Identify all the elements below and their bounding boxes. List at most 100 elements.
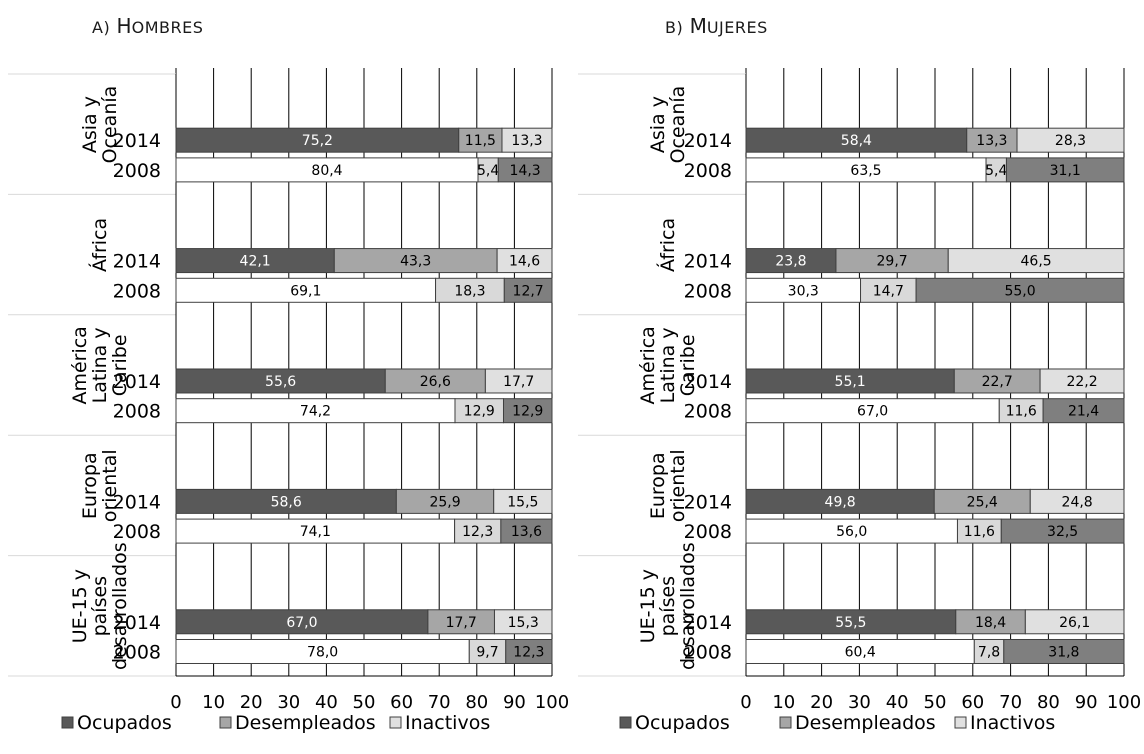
group-label: América	[637, 326, 659, 404]
data-label: 21,4	[1068, 404, 1099, 420]
data-label: 17,7	[446, 615, 477, 631]
data-label: 46,5	[1021, 254, 1052, 270]
data-label: 18,4	[975, 615, 1006, 631]
x-tick-label: 100	[535, 692, 569, 713]
data-label: 60,4	[845, 644, 876, 660]
bar-segment-desempleados	[384, 368, 486, 394]
x-tick-label: 50	[924, 692, 947, 713]
x-tick-label: 80	[1037, 692, 1060, 713]
data-label: 12,7	[513, 283, 544, 299]
group-label: Latina y	[657, 327, 679, 403]
x-tick-label: 70	[999, 692, 1022, 713]
year-label: 2008	[684, 280, 732, 302]
group-label: países	[657, 576, 679, 636]
year-label: 2014	[684, 251, 732, 273]
bar-segment-desempleados	[395, 488, 495, 514]
data-label: 11,5	[465, 133, 496, 149]
data-label: 78,0	[307, 644, 338, 660]
legend-label: Desempleados	[235, 712, 376, 734]
bar-segment-desempleados	[454, 398, 504, 424]
legend-item-desempleados: Desempleados	[779, 712, 936, 734]
data-label: 18,3	[454, 283, 485, 299]
data-label: 56,0	[836, 524, 867, 540]
group-label: oriental	[99, 449, 121, 522]
bar-segment-desempleados	[998, 398, 1044, 424]
data-label: 43,3	[400, 254, 431, 270]
data-label: 9,7	[476, 644, 498, 660]
x-tick-label: 0	[740, 692, 751, 713]
legend-swatch	[61, 716, 74, 729]
data-label: 26,6	[420, 374, 451, 390]
bar-segment-inactivos	[1003, 638, 1125, 664]
data-label: 23,8	[775, 254, 806, 270]
bar-segment-ocupados	[175, 638, 470, 664]
year-label: 2008	[684, 641, 732, 663]
bar-segment-desempleados	[333, 248, 498, 274]
data-label: 14,6	[509, 254, 540, 270]
x-tick-label: 90	[1075, 692, 1098, 713]
bar-segment-inactivos	[505, 638, 553, 664]
year-label: 2008	[684, 401, 732, 423]
data-label: 12,3	[462, 524, 493, 540]
x-tick-label: 30	[848, 692, 871, 713]
legend-item-inactivos: Inactivos	[389, 712, 490, 734]
bar-segment-inactivos	[493, 609, 553, 635]
panel-title-rest: OMBRES	[131, 18, 204, 37]
group-label: desarrollados	[109, 542, 131, 670]
group-label: África	[656, 218, 679, 272]
year-label: 2008	[684, 160, 732, 182]
legend-label: Ocupados	[635, 712, 730, 734]
bar-segment-ocupados	[175, 127, 460, 153]
data-label: 25,4	[967, 494, 998, 510]
group-label: Caribe	[677, 334, 699, 396]
year-label: 2008	[684, 521, 732, 543]
group-label: Latina y	[89, 327, 111, 403]
data-label: 31,1	[1050, 163, 1081, 179]
panel-title-hombres: A) HOMBRES	[92, 14, 203, 38]
data-label: 17,7	[503, 374, 534, 390]
x-tick-label: 10	[772, 692, 795, 713]
data-label: 55,6	[265, 374, 296, 390]
bar-segment-inactivos	[493, 488, 553, 514]
data-label: 75,2	[302, 133, 333, 149]
year-label: 2014	[684, 612, 732, 634]
group-label: Oceanía	[667, 86, 689, 164]
data-label: 22,2	[1066, 374, 1097, 390]
data-label: 5,4	[477, 163, 499, 179]
bar-segment-ocupados	[175, 277, 437, 303]
data-label: 14,3	[510, 163, 541, 179]
data-label: 28,3	[1055, 133, 1086, 149]
bar-segment-inactivos	[1039, 368, 1125, 394]
bar-segment-ocupados	[175, 609, 429, 635]
data-label: 30,3	[788, 283, 819, 299]
legend-swatch	[619, 716, 632, 729]
x-tick-label: 20	[810, 692, 833, 713]
data-label: 42,1	[240, 254, 271, 270]
legend-label: Ocupados	[77, 712, 172, 734]
data-label: 31,8	[1048, 644, 1079, 660]
legend-label: Inactivos	[970, 712, 1055, 734]
data-label: 67,0	[857, 404, 888, 420]
bar-segment-inactivos	[1000, 518, 1125, 544]
bar-segment-ocupados	[175, 248, 335, 274]
x-tick-label: 10	[202, 692, 225, 713]
data-label: 25,9	[429, 494, 460, 510]
bar-segment-ocupados	[745, 398, 1000, 424]
year-label: 2014	[113, 491, 161, 513]
bar-segment-ocupados	[175, 488, 397, 514]
bar-segment-ocupados	[175, 518, 456, 544]
legend-swatch	[779, 716, 792, 729]
data-label: 12,3	[513, 644, 544, 660]
data-label: 74,1	[300, 524, 331, 540]
bar-segment-inactivos	[1042, 398, 1125, 424]
data-label: 63,5	[850, 163, 881, 179]
x-tick-label: 40	[315, 692, 338, 713]
year-label: 2014	[113, 130, 161, 152]
year-label: 2008	[113, 160, 161, 182]
legend-label: Inactivos	[405, 712, 490, 734]
group-label: Oceanía	[99, 86, 121, 164]
bar-segment-inactivos	[915, 277, 1125, 303]
x-tick-label: 0	[170, 692, 181, 713]
